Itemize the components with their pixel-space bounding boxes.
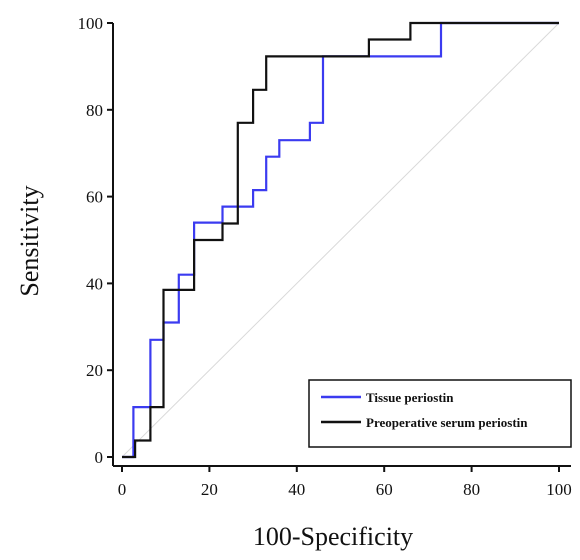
x-tick-label-0: 0 bbox=[118, 480, 127, 499]
y-axis-title: Sensitivity bbox=[15, 185, 44, 296]
legend-label-tissue-periostin: Tissue periostin bbox=[366, 390, 454, 405]
y-tick-label-40: 40 bbox=[86, 274, 103, 293]
plot-area bbox=[121, 21, 560, 459]
legend: Tissue periostin Preoperative serum peri… bbox=[308, 379, 572, 448]
x-tick-label-100: 100 bbox=[546, 480, 572, 499]
x-tick-label-80: 80 bbox=[463, 480, 480, 499]
legend-label-preoperative-serum-periostin: Preoperative serum periostin bbox=[366, 415, 528, 430]
x-tick-label-20: 20 bbox=[201, 480, 218, 499]
series-line-tissue-periostin bbox=[122, 21, 559, 459]
y-tick-label-20: 20 bbox=[86, 361, 103, 380]
y-tick-label-80: 80 bbox=[86, 101, 103, 120]
x-axis-title: 100-Specificity bbox=[253, 522, 413, 551]
x-tick-label-60: 60 bbox=[376, 480, 393, 499]
y-tick-label-100: 100 bbox=[78, 14, 104, 33]
axes: 0 20 40 60 80 100 0 20 40 60 80 100 bbox=[78, 14, 572, 499]
x-tick-label-40: 40 bbox=[288, 480, 305, 499]
reference-diagonal-line bbox=[121, 22, 560, 458]
series-line-preoperative-serum-periostin bbox=[122, 21, 559, 459]
y-tick-label-60: 60 bbox=[86, 188, 103, 207]
legend-box bbox=[308, 379, 572, 448]
y-tick-label-0: 0 bbox=[95, 448, 104, 467]
